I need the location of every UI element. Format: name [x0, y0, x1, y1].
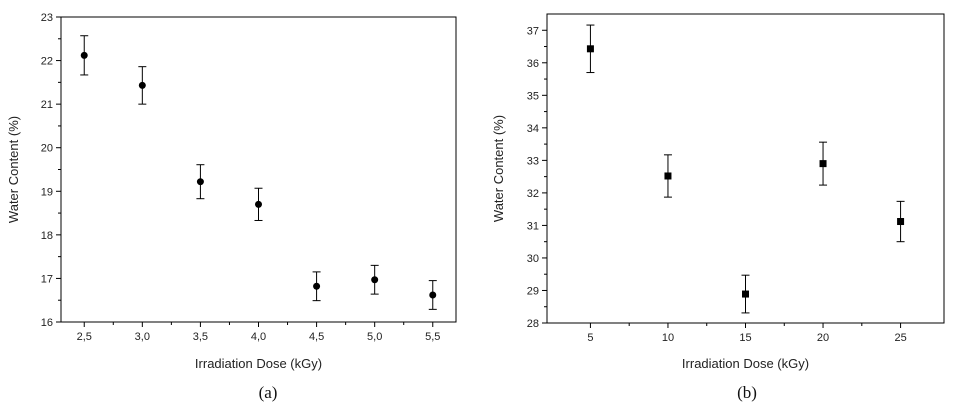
y-axis-title: Water Content (%) [6, 116, 21, 223]
data-point [80, 35, 89, 76]
y-tick-label: 33 [527, 155, 539, 167]
marker-square [664, 172, 672, 180]
marker-circle [429, 291, 437, 299]
y-tick-label: 16 [41, 317, 53, 329]
marker-square [742, 290, 749, 298]
data-point [254, 187, 263, 221]
y-tick-label: 21 [41, 99, 53, 111]
y-tick-label: 29 [527, 285, 539, 297]
data-point [663, 154, 672, 198]
y-tick-label: 35 [527, 90, 539, 102]
x-axis-title: Irradiation Dose (kGy) [195, 356, 322, 371]
marker-square [897, 218, 905, 226]
y-tick-label: 32 [527, 188, 539, 200]
data-point [586, 24, 595, 74]
y-tick-label: 34 [527, 123, 539, 135]
x-tick-label: 3,0 [135, 331, 150, 343]
x-tick-label: 4,5 [309, 331, 324, 343]
marker-circle [255, 200, 262, 208]
panel-a: 2,5 3,0 3,5 4,0 4,5 5,0 5,5 16 17 18 19 20 21 22 23 Irr… [6, 12, 457, 402]
x-tick-label: 2,5 [77, 331, 92, 343]
x-axis-title: Irradiation Dose (kGy) [682, 356, 809, 371]
x-tick-label: 10 [662, 332, 674, 344]
x-tick-label: 5 [587, 332, 593, 344]
y-tick-label: 20 [41, 143, 53, 155]
y-tick-label: 18 [41, 230, 53, 242]
y-tick-label: 17 [41, 273, 53, 285]
marker-circle [371, 276, 379, 284]
data-point [370, 264, 379, 295]
x-tick-label: 5,5 [425, 331, 440, 343]
y-tick-label: 23 [41, 12, 53, 24]
marker-square [586, 45, 594, 53]
marker-circle [138, 81, 146, 89]
panel-b: 5 10 15 20 25 28 29 30 31 32 33 34 35 36 37 Irradiation… [491, 13, 945, 402]
y-tick-label: 37 [527, 25, 539, 37]
plot-frame [60, 16, 457, 323]
data-point [312, 271, 321, 302]
data-point [819, 141, 828, 186]
x-tick-label: 3,5 [193, 331, 208, 343]
x-tick-label: 4,0 [251, 331, 266, 343]
panel-caption: (a) [259, 383, 278, 402]
marker-circle [80, 51, 88, 59]
y-tick-label: 31 [527, 220, 539, 232]
x-tick-label: 5,0 [367, 331, 382, 343]
x-tick-label: 15 [739, 332, 751, 344]
y-tick-label: 19 [41, 186, 53, 198]
x-tick-label: 25 [894, 332, 906, 344]
y-tick-label: 30 [527, 253, 539, 265]
y-axis-title: Water Content (%) [491, 115, 506, 222]
x-tick-label: 20 [817, 332, 829, 344]
data-point [428, 280, 437, 310]
data-point [196, 164, 205, 200]
data-point [896, 200, 905, 243]
marker-circle [313, 282, 321, 290]
data-point [741, 274, 750, 314]
y-tick-label: 28 [527, 318, 539, 330]
panel-caption: (b) [737, 383, 757, 402]
marker-circle [196, 178, 204, 186]
marker-square [819, 160, 827, 168]
data-point [138, 66, 147, 105]
y-tick-label: 36 [527, 58, 539, 70]
y-tick-label: 22 [41, 56, 53, 68]
